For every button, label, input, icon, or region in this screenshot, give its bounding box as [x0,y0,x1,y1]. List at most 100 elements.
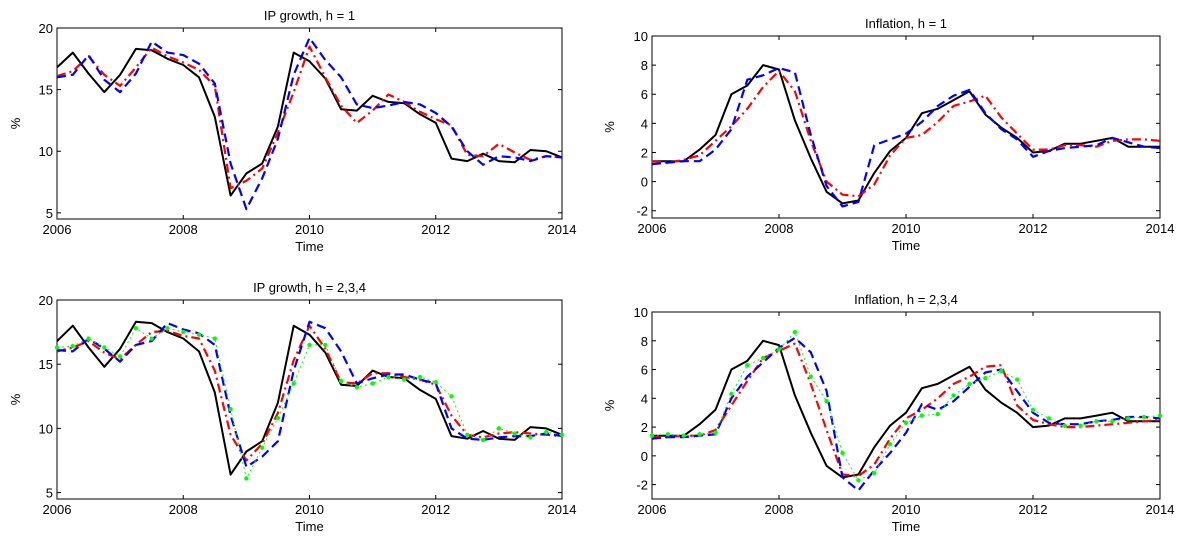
x-tick-label: 2012 [1019,221,1048,236]
series-line-2 [57,324,562,462]
series-line-3 [57,36,562,211]
x-axis-label: Time [892,519,920,534]
series-marker [323,342,328,348]
series-marker [196,332,202,337]
series-marker [354,385,360,390]
series-marker [181,329,186,335]
y-tick-label: -2 [636,204,648,219]
series-marker [983,375,988,381]
series-marker [999,368,1004,374]
y-tick-label: 2 [641,145,648,160]
series-line-2 [652,69,1160,198]
y-axis-label: % [8,117,23,129]
chart-title: IP growth, h = 2,3,4 [253,280,366,295]
y-tick-label: 4 [641,116,648,131]
series-marker [528,435,533,440]
series-marker [903,420,909,425]
series-marker [117,354,123,359]
series-marker [417,374,423,380]
x-tick-label: 2010 [892,502,921,517]
series-marker [1014,377,1020,382]
series-marker [951,393,956,398]
series-marker [244,476,249,481]
x-tick-label: 2006 [43,222,72,237]
plot-area [56,299,563,500]
y-axis-label: % [602,399,617,411]
series-marker [102,345,107,350]
y-axis-label: % [8,393,23,405]
series-marker [1157,413,1163,418]
series-marker [713,430,718,436]
chart-ip-growth-h1: IP growth, h = 1 2006 2008 2010 2012 2014 5 10 1… [0,0,594,273]
series-marker [54,345,60,350]
series-marker [149,336,154,341]
x-tick-label: 2010 [892,221,921,236]
series-marker [291,381,296,386]
series-marker [275,415,281,421]
chart-title: Inflation, h = 1 [865,16,947,31]
chart-inflation-h1: Inflation, h = 1 2006 2008 2010 2012 2014 -2 0 2… [594,0,1188,273]
x-tick-label: 2014 [1146,502,1175,517]
y-tick-label: 20 [39,21,53,36]
y-tick-label: 8 [641,58,648,73]
series-marker [649,433,655,438]
series-line-3 [652,336,1160,492]
y-tick-label: 10 [634,305,648,320]
x-tick-label: 2006 [638,502,667,517]
x-tick-label: 2012 [421,502,450,517]
series-marker [259,445,265,450]
series-marker [386,374,391,380]
series-marker [544,430,549,435]
x-tick-label: 2008 [765,502,794,517]
series-marker [665,432,671,437]
y-tick-label: 0 [641,175,648,190]
series-line-3 [652,66,1160,208]
series-marker [697,432,702,437]
x-tick-label: 2008 [765,221,794,236]
series-line-1 [652,339,1160,479]
chart-svg: Inflation, h = 1 2006 2008 2010 2012 2014 -2 0 2… [602,16,1175,253]
chart-svg: IP growth, h = 1 2006 2008 2010 2012 2014 5 10 1… [8,8,576,254]
plot-area [651,311,1161,500]
series-marker [1062,423,1067,428]
series-marker [338,378,344,384]
series-marker [792,329,798,335]
series-marker [165,326,170,331]
series-marker [86,336,91,341]
y-tick-label: 2 [641,420,648,435]
series-marker [401,377,407,382]
series-marker [70,344,75,349]
series-marker [559,432,565,438]
x-tick-label: 2012 [421,222,450,237]
series-marker [465,432,470,438]
series-marker [760,355,766,361]
series-marker [967,381,972,387]
y-tick-label: -2 [636,478,648,493]
series-marker [887,442,893,447]
series-line-1 [57,320,562,476]
series-marker [824,398,829,404]
series-marker [808,374,813,379]
y-tick-label: 10 [634,29,648,44]
series-marker [433,379,438,385]
series-marker [729,391,734,397]
series-line-3 [57,320,562,468]
series-marker [1094,419,1099,424]
series-marker [1110,419,1115,424]
series-marker [935,411,940,417]
series-marker [512,431,517,436]
series-marker [1078,423,1083,428]
chart-title: Inflation, h = 2,3,4 [854,292,958,307]
series-marker [1126,416,1131,421]
series-marker [872,470,877,476]
y-tick-label: 10 [39,144,53,159]
x-tick-label: 2014 [1146,221,1175,236]
series-marker [919,413,925,418]
chart-ip-growth-h234: IP growth, h = 2,3,4 2006 2008 2010 2012 2014… [0,273,594,547]
series-marker [840,450,845,456]
x-tick-label: 2008 [169,222,198,237]
y-tick-label: 5 [46,486,53,501]
chart-inflation-h234: Inflation, h = 2,3,4 2006 2008 2010 2012 2014… [594,273,1188,547]
